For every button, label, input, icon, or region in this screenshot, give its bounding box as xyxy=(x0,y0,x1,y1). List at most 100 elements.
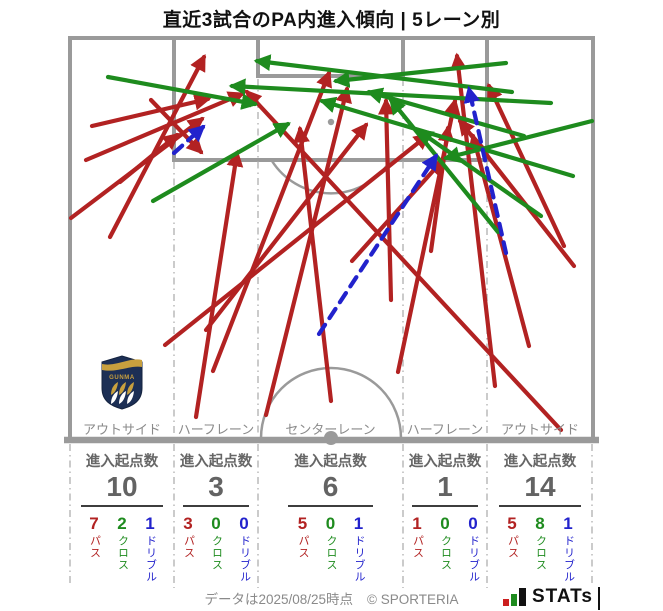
cross-label: クロス xyxy=(439,535,452,571)
pass-label: パス xyxy=(411,535,424,559)
pass-label: パス xyxy=(506,535,519,559)
stats-column-center: 進入起点数 6 5 パス 0 クロス 1 ドリブル xyxy=(258,444,403,588)
stats-logo-text: STATs xyxy=(532,586,593,607)
entry-arrow-cross xyxy=(416,128,544,219)
entry-arrow-pass xyxy=(450,52,498,389)
dribble-label: ドリブル xyxy=(467,535,480,583)
copyright-text: © SPORTERIA xyxy=(367,592,459,607)
entry-arrow-pass xyxy=(83,91,246,163)
column-header: 進入起点数 xyxy=(179,454,253,470)
entry-arrow-dribble xyxy=(316,153,439,337)
pass-label: パス xyxy=(88,535,101,559)
lane-label-center: センターレーン xyxy=(285,422,376,437)
pass-count: 5 xyxy=(297,514,308,533)
footer-credit: データは2025/08/25時点 © SPORTERIA xyxy=(0,588,663,608)
pass-count: 3 xyxy=(183,514,193,533)
entry-arrow-cross xyxy=(332,60,509,88)
entry-arrow-pass xyxy=(263,85,352,418)
total-origin-count: 6 xyxy=(322,471,339,502)
entry-arrow-cross xyxy=(105,74,259,110)
team-crest-gunma: GUNMA xyxy=(101,355,143,410)
pass-label: パス xyxy=(297,535,309,559)
table-dividers xyxy=(69,444,593,588)
cross-count: 0 xyxy=(440,514,450,533)
entry-arrow-pass xyxy=(162,132,431,348)
breakdown-values: 5 パス 8 クロス 1 ドリブル xyxy=(503,514,578,584)
entry-arrow-cross xyxy=(365,87,527,139)
entry-arrow-pass xyxy=(193,149,244,420)
cross-count: 0 xyxy=(211,514,221,533)
cross-count: 0 xyxy=(325,514,336,533)
entry-arrow-pass xyxy=(244,89,564,433)
dribble-label: ドリブル xyxy=(562,535,575,583)
bar-chart-icon xyxy=(501,588,527,606)
total-origin-count: 10 xyxy=(106,471,138,502)
column-header: 進入起点数 xyxy=(85,454,159,470)
entry-arrow-dribble xyxy=(171,124,206,156)
total-origin-count: 3 xyxy=(208,471,224,502)
entry-arrow-pass xyxy=(349,158,445,264)
entry-arrow-cross xyxy=(228,78,554,106)
dribble-count: 1 xyxy=(563,514,573,533)
cross-count: 2 xyxy=(117,514,127,533)
chart-title: 直近3試合のPA内進入傾向 | 5レーン別 xyxy=(162,10,501,31)
entry-arrow-cross xyxy=(442,118,595,163)
pass-label: パス xyxy=(182,535,195,559)
divider-rule xyxy=(183,505,249,507)
cross-label: クロス xyxy=(534,535,547,571)
stats-column-half-left: 進入起点数 3 3 パス 0 クロス 0 ドリブル xyxy=(174,444,258,588)
entry-arrow-pass xyxy=(148,97,204,155)
stats-column-half-right: 進入起点数 1 1 パス 0 クロス 0 ドリブル xyxy=(403,444,487,588)
column-header: 進入起点数 xyxy=(408,454,482,470)
divider-rule xyxy=(81,505,163,507)
entry-arrow-pass xyxy=(457,118,577,269)
entry-arrow-dribble xyxy=(463,85,509,256)
lane-label-half-right: ハーフレーン xyxy=(406,422,484,437)
entry-arrow-pass xyxy=(293,125,334,404)
entry-arrow-cross xyxy=(388,97,501,235)
dribble-label: ドリブル xyxy=(353,535,365,583)
dribble-count: 1 xyxy=(353,514,364,533)
total-origin-count: 14 xyxy=(524,471,556,502)
lane-label-outside-right: アウトサイド xyxy=(500,422,579,437)
pitch-outline xyxy=(64,36,599,444)
stats-logo-endbar xyxy=(597,587,600,610)
cross-label: クロス xyxy=(325,535,337,571)
cross-label: クロス xyxy=(210,535,223,571)
crest-gold-band xyxy=(102,359,142,371)
divider-rule xyxy=(288,505,373,507)
total-origin-count: 1 xyxy=(437,471,453,502)
stats-column-outside-right: 進入起点数 14 5 パス 8 クロス 1 ドリブル xyxy=(487,444,593,588)
entry-arrow-pass xyxy=(89,93,212,129)
cross-label: クロス xyxy=(116,535,129,571)
divider-rule xyxy=(498,505,582,507)
breakdown-values: 7 パス 2 クロス 1 ドリブル xyxy=(85,514,160,584)
dribble-label: ドリブル xyxy=(238,535,251,583)
entry-arrow-pass xyxy=(468,132,532,349)
dribble-count: 0 xyxy=(239,514,249,533)
entry-arrow-pass xyxy=(203,122,369,333)
dribble-count: 1 xyxy=(145,514,155,533)
entry-arrow-pass xyxy=(486,82,567,249)
dribble-count: 0 xyxy=(468,514,478,533)
data-as-of-note: データは2025/08/25時点 xyxy=(204,592,354,607)
entry-arrow-cross xyxy=(318,96,576,179)
entry-arrow-pass xyxy=(117,132,180,185)
breakdown-values: 3 パス 0 クロス 0 ドリブル xyxy=(179,514,254,584)
pass-count: 7 xyxy=(89,514,99,533)
breakdown-values: 5 パス 0 クロス 1 ドリブル xyxy=(293,514,368,584)
cross-count: 8 xyxy=(535,514,545,533)
stats-column-outside-left: 進入起点数 10 7 パス 2 クロス 1 ドリブル xyxy=(70,444,174,588)
entry-arrow-pass xyxy=(107,54,207,240)
stats-logo: STATs xyxy=(501,585,600,610)
dribble-label: ドリブル xyxy=(144,535,157,583)
crest-text: GUNMA xyxy=(109,375,135,381)
entry-arrow-pass xyxy=(377,97,395,303)
column-header: 進入起点数 xyxy=(294,454,367,470)
pass-count: 1 xyxy=(412,514,422,533)
entry-arrow-cross xyxy=(150,121,291,204)
lane-label-outside-left: アウトサイド xyxy=(82,422,161,437)
entry-arrows-layer xyxy=(68,52,595,433)
crest-flames xyxy=(111,382,134,404)
